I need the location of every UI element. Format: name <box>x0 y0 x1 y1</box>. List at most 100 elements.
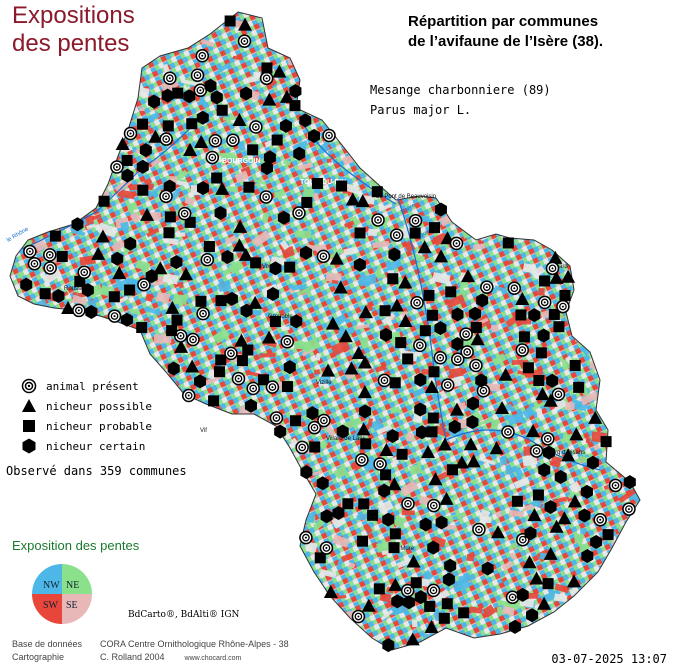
nicheur-probable-marker <box>261 62 273 74</box>
nicheur-certain-marker <box>261 160 274 175</box>
nicheur-certain-marker <box>546 373 559 388</box>
nicheur-certain-marker <box>244 398 257 413</box>
db-label: Base de données <box>12 639 83 649</box>
nicheur-certain-marker <box>419 517 432 532</box>
town-label: Vizille <box>316 380 332 386</box>
nicheur-possible-marker <box>515 292 530 306</box>
animal-present-marker <box>43 261 57 275</box>
nicheur-possible-marker <box>361 598 376 612</box>
animal-present-marker <box>507 281 522 296</box>
nicheur-probable-marker <box>211 172 223 184</box>
nicheur-probable-marker <box>389 377 401 389</box>
footer-credits: Base de données CORA Centre Ornithologiqu… <box>12 638 289 665</box>
nicheur-certain-marker <box>382 638 395 653</box>
nicheur-probable-marker <box>74 275 86 287</box>
legend-item-nicheur-certain: nicheur certain <box>20 436 152 456</box>
nicheur-probable-marker <box>535 347 547 359</box>
nicheur-possible-marker <box>491 525 506 539</box>
nicheur-probable-marker <box>56 251 68 263</box>
data-credit: BdCarto®, BdAlti® IGN <box>128 610 240 620</box>
nicheur-probable-marker <box>502 237 514 249</box>
nicheur-probable-marker <box>289 100 301 112</box>
rose-ne-quadrant <box>62 564 92 594</box>
nicheur-possible-marker <box>569 427 584 441</box>
animal-present-marker <box>269 411 284 425</box>
nicheur-probable-marker <box>284 261 296 273</box>
nicheur-possible-marker <box>561 269 576 283</box>
nicheur-probable-marker <box>342 498 354 510</box>
animal-present-marker <box>110 160 124 174</box>
nicheur-certain-marker <box>586 455 599 470</box>
animal-present-marker <box>319 541 334 555</box>
nicheur-certain-marker <box>52 288 65 303</box>
animal-present-marker <box>226 133 240 147</box>
nicheur-possible-marker <box>61 301 76 315</box>
nicheur-probable-marker <box>511 495 523 507</box>
nicheur-certain-marker <box>274 424 287 439</box>
nicheur-certain-marker <box>204 78 217 93</box>
carto-label: Cartographie <box>12 652 65 662</box>
animal-present-marker <box>408 213 423 228</box>
animal-present-marker <box>43 248 57 262</box>
animal-present-marker <box>401 496 415 511</box>
rose-sw-quadrant <box>32 594 62 624</box>
animal-present-marker <box>480 280 494 294</box>
legend-label: nicheur certain <box>46 439 146 453</box>
nicheur-probable-marker <box>427 412 439 424</box>
exposition-legend-title: Exposition des pentes <box>12 538 140 553</box>
carto-value: C. Rolland 2004 <box>100 652 165 662</box>
triangle-icon <box>22 399 36 412</box>
nicheur-possible-marker <box>398 275 413 289</box>
nicheur-possible-marker <box>495 401 510 415</box>
nicheur-probable-marker <box>208 395 220 407</box>
nicheur-probable-marker <box>395 337 407 349</box>
website-link[interactable]: www.chocard.com <box>184 655 242 662</box>
animal-present-marker <box>410 295 424 310</box>
nicheur-probable-marker <box>214 366 226 378</box>
nicheur-certain-marker <box>623 475 636 490</box>
animal-present-marker <box>23 244 37 259</box>
nicheur-possible-marker <box>325 316 340 330</box>
town-label: La Mure <box>392 546 415 552</box>
species-block: Mesange charbonniere (89) Parus major L. <box>370 80 551 120</box>
animal-present-marker <box>77 265 92 280</box>
map-title-line1: Expositions <box>12 2 135 29</box>
nicheur-probable-marker <box>548 308 560 320</box>
animal-present-marker <box>280 334 295 349</box>
nicheur-probable-marker <box>271 134 283 146</box>
distribution-heading-line2: de l’avifaune de l’Isère (38). <box>408 33 604 50</box>
nicheur-certain-marker <box>196 181 209 196</box>
nicheur-probable-marker <box>290 415 302 427</box>
animal-present-marker <box>190 68 205 82</box>
nicheur-probable-marker <box>171 314 183 326</box>
nicheur-probable-marker <box>426 309 438 321</box>
nicheur-certain-marker <box>299 113 312 128</box>
nicheur-probable-marker <box>419 325 431 337</box>
nicheur-certain-marker <box>508 619 521 634</box>
nicheur-probable-marker <box>215 354 227 366</box>
nicheur-probable-marker <box>224 15 236 27</box>
animal-present-marker <box>622 502 636 516</box>
nicheur-certain-marker <box>293 146 306 161</box>
legend-item-animal-present: animal présent <box>20 376 152 396</box>
nicheur-certain-marker <box>71 217 84 232</box>
nicheur-possible-marker <box>417 240 432 254</box>
nicheur-probable-marker <box>301 196 313 208</box>
nicheur-probable-marker <box>373 583 385 595</box>
distribution-heading-line1: Répartition par communes <box>408 13 599 30</box>
nicheur-certain-marker <box>161 88 174 103</box>
nicheur-certain-marker <box>225 291 238 306</box>
nicheur-possible-marker <box>388 577 403 591</box>
animal-present-marker <box>426 583 441 598</box>
nicheur-certain-marker <box>148 94 161 109</box>
nicheur-possible-marker <box>557 511 572 525</box>
animal-present-marker <box>196 306 210 321</box>
animal-present-marker <box>259 71 274 86</box>
nicheur-certain-marker <box>124 236 137 251</box>
animal-present-marker <box>193 83 208 98</box>
nicheur-probable-marker <box>360 438 372 450</box>
nicheur-possible-marker <box>329 251 344 265</box>
nicheur-possible-marker <box>527 508 542 522</box>
nicheur-probable-marker <box>121 154 133 166</box>
nicheur-certain-marker <box>290 314 303 329</box>
